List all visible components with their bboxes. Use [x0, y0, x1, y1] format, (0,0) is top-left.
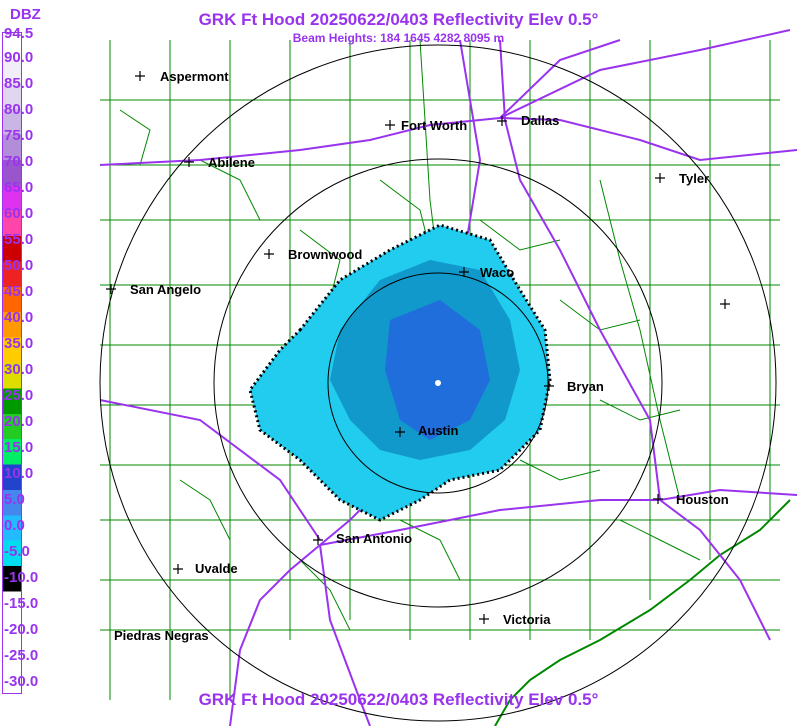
- legend-level: 50.0: [4, 257, 34, 274]
- legend-level: 75.0: [4, 127, 34, 144]
- city-label-waco: Waco: [480, 265, 514, 280]
- legend-level: 55.0: [4, 231, 34, 248]
- legend-level: -5.0: [4, 543, 30, 560]
- legend-level: -25.0: [4, 647, 39, 664]
- legend-level: 65.0: [4, 179, 34, 196]
- city-label-uvalde: Uvalde: [195, 561, 238, 576]
- gulf-coastline: [494, 499, 791, 726]
- city-label-brownwood: Brownwood: [288, 247, 362, 262]
- legend-level: 35.0: [4, 335, 34, 352]
- map-title: GRK Ft Hood 20250622/0403 Reflectivity E…: [198, 10, 599, 29]
- legend-level: 80.0: [4, 101, 34, 118]
- legend-level: 94.5: [4, 25, 34, 42]
- legend-level: 45.0: [4, 283, 34, 300]
- beam-heights-subtitle: Beam Heights: 184 1645 4282 8095 m: [292, 31, 505, 45]
- legend-level: 20.0: [4, 413, 34, 430]
- legend-level: 40.0: [4, 309, 34, 326]
- radar-site-marker: [435, 380, 441, 386]
- range-rings: [99, 44, 777, 722]
- legend-level: -30.0: [4, 673, 39, 690]
- map-footer-title: GRK Ft Hood 20250622/0403 Reflectivity E…: [198, 690, 599, 709]
- legend-level: 85.0: [4, 75, 34, 92]
- city-label-fort-worth: Fort Worth: [401, 118, 467, 133]
- city-label-austin: Austin: [418, 423, 459, 438]
- legend-level: 70.0: [4, 153, 34, 170]
- legend-level: 25.0: [4, 387, 34, 404]
- legend-level: -10.0: [4, 569, 39, 586]
- legend-level: 5.0: [4, 491, 25, 508]
- city-label-san-angelo: San Angelo: [130, 282, 201, 297]
- legend-level: 30.0: [4, 361, 34, 378]
- city-label-aspermont: Aspermont: [160, 69, 229, 84]
- city-markers: [106, 71, 730, 624]
- city-label-tyler: Tyler: [679, 171, 709, 186]
- city-label-victoria: Victoria: [503, 612, 551, 627]
- legend-color-bar: [2, 32, 22, 694]
- legend-level: 0.0: [4, 517, 25, 534]
- legend-level: -20.0: [4, 621, 39, 638]
- legend-unit: DBZ: [10, 6, 41, 23]
- legend-level: 10.0: [4, 465, 34, 482]
- city-label-san-antonio: San Antonio: [336, 531, 412, 546]
- city-label-dallas: Dallas: [521, 113, 559, 128]
- legend-level: 90.0: [4, 49, 34, 66]
- city-label-bryan: Bryan: [567, 379, 604, 394]
- radar-echoes: [248, 223, 552, 522]
- city-label-abilene: Abilene: [208, 155, 255, 170]
- city-label-houston: Houston: [676, 492, 729, 507]
- legend-level: 15.0: [4, 439, 34, 456]
- legend-level: 60.0: [4, 205, 34, 222]
- legend-level: -15.0: [4, 595, 39, 612]
- city-label-piedras-negras: Piedras Negras: [114, 628, 209, 643]
